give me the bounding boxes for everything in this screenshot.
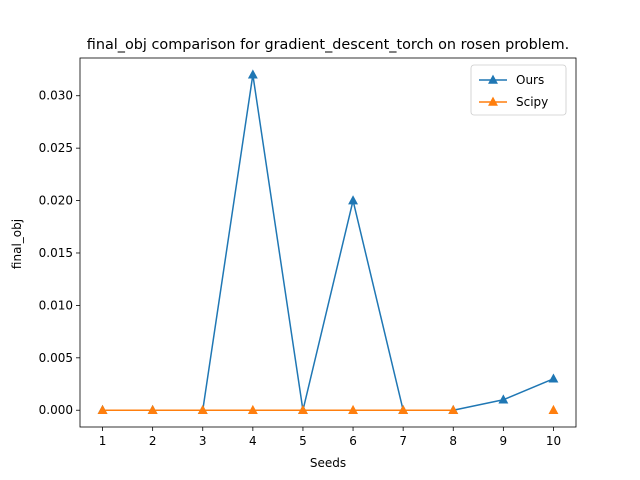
legend-marker-ours [488, 74, 498, 84]
data-point-ours-6 [348, 195, 358, 205]
x-tick-label-1: 1 [99, 434, 107, 448]
legend-label-scipy: Scipy [516, 95, 548, 109]
x-tick-label-6: 6 [349, 434, 357, 448]
y-tick-label-5: 0.025 [39, 141, 73, 155]
x-axis-title: Seeds [310, 456, 346, 470]
x-tick-label-5: 5 [299, 434, 307, 448]
x-tick-label-8: 8 [449, 434, 457, 448]
y-tick-label-3: 0.015 [39, 246, 73, 260]
y-tick-label-2: 0.010 [39, 298, 73, 312]
plot-frame [79, 57, 577, 428]
y-tick-label-0: 0.000 [39, 403, 73, 417]
y-tick-label-4: 0.020 [39, 194, 73, 208]
y-tick-label-6: 0.030 [39, 89, 73, 103]
data-point-scipy-1 [97, 404, 108, 415]
x-tick-label-10: 10 [546, 434, 561, 448]
legend: Ours Scipy [470, 64, 567, 116]
series-line-ours [102, 74, 554, 411]
x-tick-label-7: 7 [399, 434, 407, 448]
data-point-scipy-6 [348, 404, 358, 415]
legend-marker-scipy [488, 96, 498, 106]
data-point-scipy-8 [448, 404, 459, 415]
y-axis-title: final_obj [10, 219, 24, 269]
data-point-scipy-2 [147, 404, 158, 415]
data-point-scipy-10 [548, 404, 559, 415]
chart-title: final_obj comparison for gradient_descen… [87, 37, 569, 53]
legend-label-ours: Ours [516, 73, 544, 87]
data-point-ours-4 [247, 69, 258, 79]
data-point-ours-9 [498, 394, 509, 404]
data-point-scipy-5 [298, 404, 308, 415]
axes: 1 2 3 4 5 6 7 8 9 10 0.000 0.005 0.010 0.015 0.020 0.02… [39, 57, 577, 448]
data-point-scipy-7 [398, 404, 409, 415]
y-tick-label-1: 0.005 [39, 351, 73, 365]
data-point-scipy-4 [247, 404, 258, 415]
plot-area [97, 69, 559, 415]
x-tick-label-2: 2 [149, 434, 157, 448]
x-tick-label-3: 3 [199, 434, 207, 448]
data-point-scipy-3 [197, 404, 208, 415]
data-point-ours-10 [548, 373, 559, 383]
x-tick-label-4: 4 [249, 434, 257, 448]
x-tick-label-9: 9 [500, 434, 508, 448]
